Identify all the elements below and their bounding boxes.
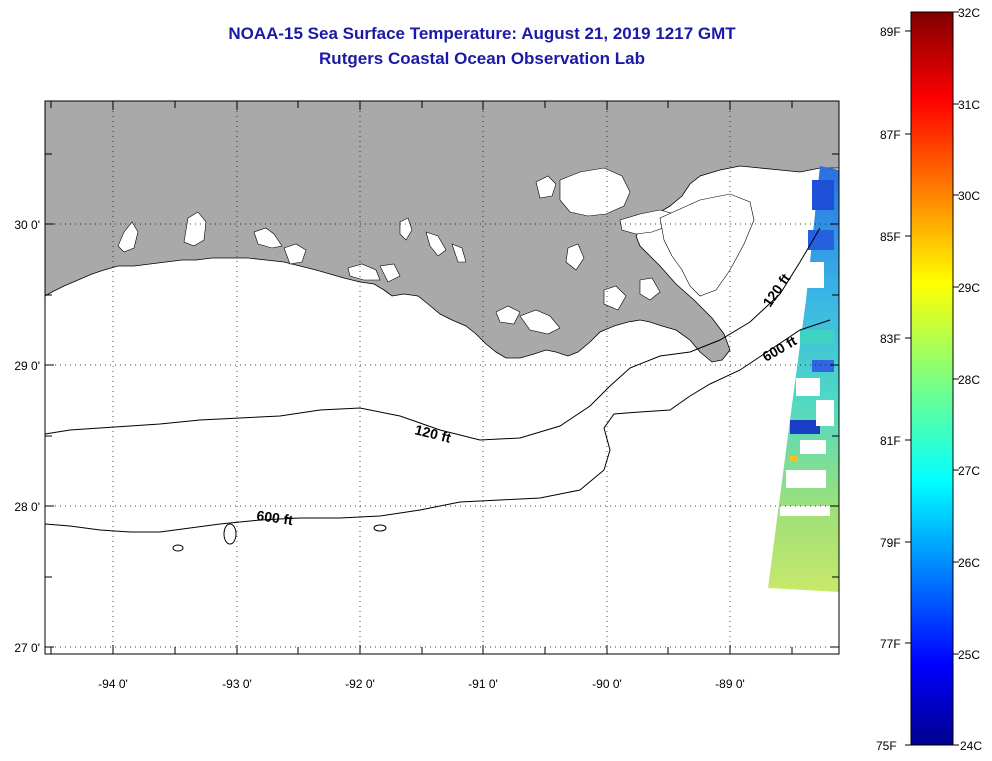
colorbar-f-83: 83F: [880, 332, 901, 346]
colorbar-c-24: 24C: [960, 739, 982, 753]
sst-swath: [768, 166, 839, 592]
x-label-91: -91 0': [468, 677, 498, 691]
colorbar-f-79: 79F: [880, 536, 901, 550]
contour-120ft-west: [45, 227, 821, 441]
y-axis-labels: 30 0' 29 0' 28 0' 27 0': [14, 218, 40, 655]
colorbar-c-30: 30C: [958, 189, 980, 203]
colorbar-f-89: 89F: [880, 25, 901, 39]
contour-600ft-west: [45, 319, 831, 533]
y-label-30: 30 0': [14, 218, 40, 232]
colorbar-f-85: 85F: [880, 230, 901, 244]
colorbar-f-81: 81F: [880, 434, 901, 448]
x-label-89: -89 0': [715, 677, 745, 691]
x-label-93: -93 0': [222, 677, 252, 691]
colorbar-gradient: [910, 11, 954, 746]
x-label-94: -94 0': [98, 677, 128, 691]
colorbar-c-26: 26C: [958, 556, 980, 570]
colorbar-f-75: 75F: [876, 739, 897, 753]
colorbar-c-29: 29C: [958, 281, 980, 295]
plot-frame: [44, 100, 840, 655]
colorbar-f-87: 87F: [880, 128, 901, 142]
colorbar: 89F 87F 85F 83F 81F 79F 77F 75F 32C 31C …: [876, 6, 982, 753]
colorbar-c-32: 32C: [958, 6, 980, 20]
y-label-28: 28 0': [14, 500, 40, 514]
colorbar-c-31: 31C: [958, 98, 980, 112]
colorbar-c-25: 25C: [958, 648, 980, 662]
plot-area: 120 ft 600 ft 120 ft 600 ft: [45, 101, 839, 654]
inland-lakes: [117, 167, 755, 335]
y-label-29: 29 0': [14, 359, 40, 373]
tick-marks: [45, 101, 839, 654]
colorbar-c-27: 27C: [958, 464, 980, 478]
map-title-line1: NOAA-15 Sea Surface Temperature: August …: [228, 24, 736, 43]
colorbar-c-28: 28C: [958, 373, 980, 387]
graticule: [45, 101, 839, 654]
x-label-90: -90 0': [592, 677, 622, 691]
x-label-92: -92 0': [345, 677, 375, 691]
colorbar-f-77: 77F: [880, 637, 901, 651]
bathymetry-contours: [45, 227, 831, 552]
map-title-line2: Rutgers Coastal Ocean Observation Lab: [319, 49, 645, 68]
y-label-27: 27 0': [14, 641, 40, 655]
contour-label-600ft-west: 600 ft: [256, 507, 295, 528]
x-axis-labels: -94 0' -93 0' -92 0' -91 0' -90 0' -89 0…: [98, 677, 745, 691]
